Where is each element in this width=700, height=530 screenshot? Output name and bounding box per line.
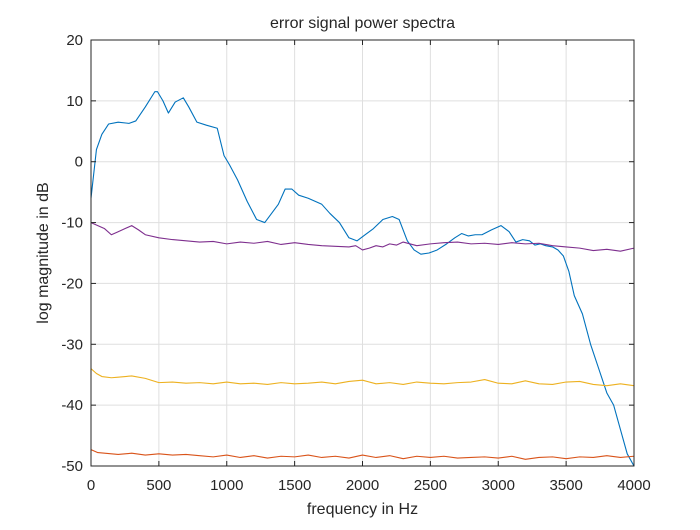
x-axis-label: frequency in Hz xyxy=(307,501,418,518)
x-tick-label: 2000 xyxy=(346,477,379,494)
chart-title: error signal power spectra xyxy=(270,15,455,32)
y-tick-label: -30 xyxy=(61,336,83,353)
series-line-4 xyxy=(90,449,635,460)
series-line-1 xyxy=(90,91,635,467)
x-tick-label: 0 xyxy=(87,477,95,494)
y-tick-label: 10 xyxy=(66,93,83,110)
data-series-group xyxy=(90,91,635,467)
y-tick-label: 0 xyxy=(75,154,83,171)
x-tick-label: 2500 xyxy=(414,477,447,494)
y-tick-label: -10 xyxy=(61,215,83,232)
x-tick-label: 3000 xyxy=(482,477,515,494)
tick-marks: 0 500 1000 1500 2000 2500 3000 3500 4000 20 10 0 -10… xyxy=(61,32,650,494)
series-line-2 xyxy=(90,222,635,252)
series-line-3 xyxy=(90,368,635,387)
y-axis-label: log magnitude in dB xyxy=(35,182,52,323)
y-tick-label: 20 xyxy=(66,32,83,49)
x-tick-label: 1000 xyxy=(210,477,243,494)
y-tick-label: -50 xyxy=(61,458,83,475)
y-tick-label: -20 xyxy=(61,275,83,292)
grid-lines xyxy=(90,39,635,467)
x-tick-label: 4000 xyxy=(617,477,650,494)
x-tick-label: 3500 xyxy=(549,477,582,494)
x-tick-label: 1500 xyxy=(278,477,311,494)
x-tick-label: 500 xyxy=(146,477,171,494)
y-tick-label: -40 xyxy=(61,397,83,414)
